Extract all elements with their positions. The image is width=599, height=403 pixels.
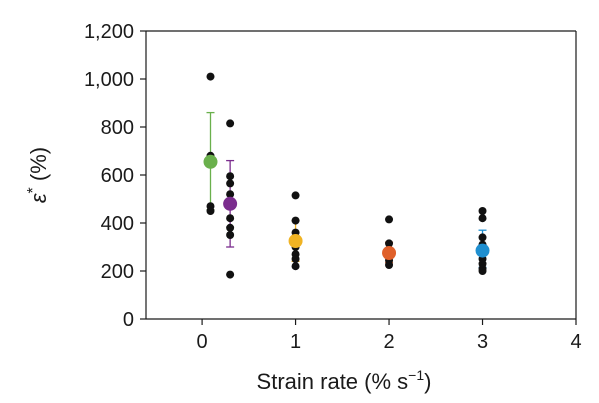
y-axis-title-star: * [25, 187, 42, 193]
x-axis-title-suffix: ) [424, 369, 431, 394]
x-tick-label: 1 [290, 331, 301, 353]
data-point [478, 233, 487, 242]
x-tick-label: 3 [477, 331, 488, 353]
y-tick-label: 800 [101, 117, 134, 139]
y-tick-label: 600 [101, 165, 134, 187]
data-point [385, 261, 394, 269]
data-point [226, 231, 235, 239]
y-tick-label: 0 [123, 309, 134, 331]
x-tick-label: 2 [383, 331, 394, 353]
mean-markers [203, 154, 490, 260]
data-point [206, 207, 215, 215]
y-axis-title: ε* (%) [25, 147, 51, 203]
data-point [226, 119, 235, 128]
y-tick-label: 400 [101, 213, 134, 235]
x-axis-ticks: 0 1 2 3 4 [197, 319, 582, 353]
y-axis-ticks: 0 200 400 600 800 1,000 1,200 [84, 21, 146, 331]
data-points [206, 72, 487, 279]
y-tick-label: 1,000 [84, 69, 134, 91]
y-axis-title-symbol: ε [26, 193, 51, 203]
y-tick-label: 1,200 [84, 21, 134, 43]
data-point [226, 172, 235, 181]
data-point [291, 255, 300, 263]
mean-point [382, 246, 397, 260]
data-point [291, 216, 300, 225]
data-point [206, 72, 215, 81]
data-point [478, 267, 487, 275]
mean-point [223, 196, 238, 211]
data-point [291, 191, 300, 200]
error-bars [206, 111, 487, 269]
data-point [478, 207, 487, 215]
x-tick-label: 0 [197, 331, 208, 353]
x-axis-title-main: Strain rate (% s [257, 369, 409, 394]
x-axis-title: Strain rate (% s−1) [257, 367, 432, 394]
data-point [478, 214, 487, 223]
data-point [226, 214, 235, 223]
mean-point [475, 243, 490, 258]
data-point [226, 270, 235, 279]
data-point [226, 190, 235, 199]
mean-point [288, 234, 303, 248]
data-point [226, 179, 235, 188]
x-tick-label: 4 [570, 331, 581, 353]
y-axis-title-unit: (%) [26, 147, 51, 187]
data-point [385, 215, 394, 224]
data-point [291, 262, 300, 271]
x-axis-title-exponent: −1 [408, 367, 424, 383]
data-point [385, 239, 394, 248]
mean-point [203, 154, 218, 169]
data-point [226, 223, 235, 232]
y-tick-label: 200 [101, 261, 134, 283]
